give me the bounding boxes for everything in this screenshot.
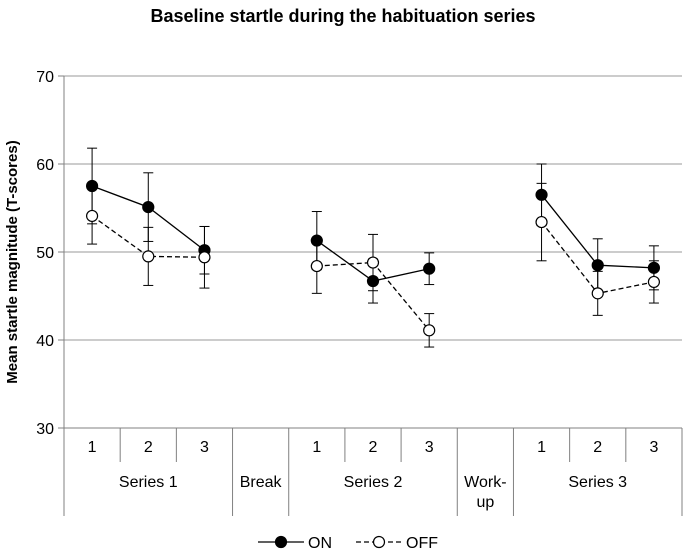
y-tick-label-50: 50	[36, 245, 54, 262]
point-off-6	[423, 324, 436, 337]
point-off-9	[591, 287, 604, 300]
x-slot-label-8: 1	[537, 439, 546, 456]
legend-label-off: OFF	[406, 535, 438, 552]
x-axis-categories: 1 2 3 1 2 3 1 2 3 Series 1 Break Series 2 Work-up Ser…	[88, 439, 659, 511]
y-tick-label-30: 30	[36, 421, 54, 438]
x-slot-label-2: 3	[200, 439, 209, 456]
x-slot-label-4: 1	[312, 439, 321, 456]
point-off-0	[85, 209, 99, 223]
point-off-8	[535, 215, 548, 229]
legend-marker-on	[274, 535, 288, 549]
plot-area	[85, 147, 661, 348]
x-slot-label-1: 2	[144, 439, 153, 456]
x-slot-label-6: 3	[425, 439, 434, 456]
y-axis-label: Mean startle magnitude (T-scores)	[4, 140, 21, 383]
gridlines	[64, 75, 682, 341]
y-tick-labels: 30 40 50 60 70	[36, 69, 54, 438]
point-off-1	[142, 250, 155, 263]
y-tick-label-60: 60	[36, 157, 54, 174]
x-slot-label-0: 1	[88, 439, 97, 456]
axes	[58, 75, 683, 516]
chart-title: Baseline startle during the habituation …	[150, 6, 535, 26]
point-off-5	[366, 256, 380, 269]
point-off-10	[647, 275, 661, 289]
point-on-1	[142, 201, 155, 214]
legend: ON OFF	[258, 535, 438, 552]
y-tick-label-40: 40	[36, 333, 54, 350]
group-label-2: Series 2	[344, 474, 403, 491]
series-off	[85, 182, 661, 348]
group-label-3: Work-up	[464, 474, 506, 511]
legend-marker-off	[372, 535, 386, 549]
group-label-1: Break	[240, 474, 283, 491]
point-on-6	[423, 262, 436, 275]
x-slot-label-10: 3	[649, 439, 658, 456]
legend-label-on: ON	[308, 535, 332, 552]
point-off-2	[198, 251, 211, 264]
y-tick-label-70: 70	[36, 69, 54, 86]
point-on-9	[591, 259, 604, 272]
x-slot-label-5: 2	[369, 439, 378, 456]
x-slot-label-9: 2	[593, 439, 602, 456]
group-label-4: Series 3	[568, 474, 627, 491]
group-label-0: Series 1	[119, 474, 178, 491]
line-off-seg-0	[91, 215, 205, 258]
point-off-4	[310, 259, 323, 273]
